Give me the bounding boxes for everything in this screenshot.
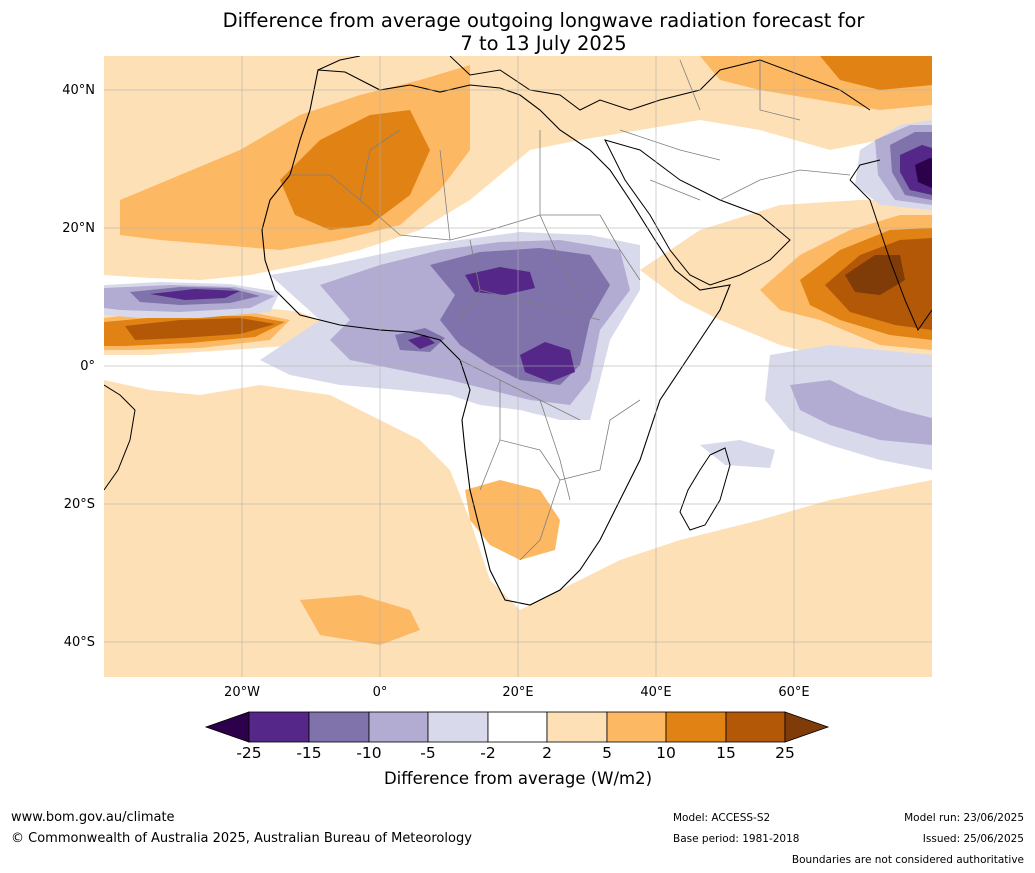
- colorbar-tick-label: -5: [420, 744, 436, 762]
- title-line-2: 7 to 13 July 2025: [460, 32, 627, 55]
- lon-label-0: 0°: [372, 685, 388, 700]
- map-area: [104, 56, 932, 677]
- africa-coastline: [261, 69, 731, 606]
- colorbar-segment-2: [308, 711, 370, 743]
- colorbar-segment-7: [606, 711, 667, 743]
- footer-copyright: © Commonwealth of Australia 2025, Austra…: [11, 831, 472, 846]
- colorbar-segment-3: [368, 711, 429, 743]
- lon-label-20w: 20°W: [224, 685, 260, 700]
- colorbar-segment-4: [427, 711, 489, 743]
- country-borders: [290, 59, 851, 561]
- footer-model: Model: ACCESS-S2: [673, 812, 771, 824]
- graticule: [104, 56, 932, 677]
- arabia-coastline: [604, 139, 791, 286]
- colorbar-tick-label: -2: [480, 744, 496, 762]
- lon-label-60e: 60°E: [778, 685, 810, 700]
- footer-issued: Issued: 25/06/2025: [922, 833, 1024, 845]
- colorbar-tick-label: 15: [716, 744, 736, 762]
- anomaly-region-brown-equator-band: [125, 318, 275, 340]
- colorbar-segment-8: [665, 711, 727, 743]
- india-coastline: [849, 159, 932, 332]
- anomaly-region-deep-purple-gulf-of-guinea: [408, 335, 435, 349]
- colorbar-tick-label: 10: [656, 744, 676, 762]
- south-america-coastline: [104, 384, 136, 491]
- colorbar-segment-1: [248, 711, 310, 743]
- lon-label-20e: 20°E: [502, 685, 534, 700]
- anomaly-region-purple-indian-ocean: [790, 380, 932, 445]
- footer-model-run: Model run: 23/06/2025: [904, 812, 1024, 824]
- anomaly-region-darkest-purple-arabia-north: [915, 158, 932, 188]
- lat-label-20s: 20°S: [63, 497, 95, 512]
- lat-label-20n: 20°N: [62, 221, 95, 236]
- madagascar-coastline: [679, 447, 731, 531]
- anomaly-region-orange-southern-africa: [465, 480, 560, 560]
- anomaly-region-orange-south-atlantic: [300, 595, 420, 645]
- colorbar: [204, 711, 830, 743]
- anomaly-region-deep-purple-central-africa-1: [465, 267, 535, 295]
- anomaly-region-lavender-madagascar: [700, 440, 775, 468]
- footer-disclaimer: Boundaries are not considered authoritat…: [791, 854, 1024, 866]
- anomaly-region-deep-purple-central-africa-2: [520, 342, 575, 382]
- title-line-1: Difference from average outgoing longwav…: [222, 9, 865, 32]
- colorbar-tick-label: 2: [542, 744, 552, 762]
- colorbar-max-extension: [784, 711, 830, 743]
- colorbar-tick-label: -15: [296, 744, 322, 762]
- lat-label-40s: 40°S: [63, 635, 95, 650]
- colorbar-title: Difference from average (W/m2): [383, 769, 653, 788]
- footer-base-period: Base period: 1981-2018: [673, 833, 800, 845]
- anomaly-region-darkest-brown-arabian: [845, 255, 905, 295]
- colorbar-tick-label: 25: [775, 744, 795, 762]
- anomaly-region-dark-orange-europe: [820, 56, 932, 90]
- anomaly-region-deep-purple-west-band: [150, 289, 240, 300]
- map-title: Difference from average outgoing longwav…: [0, 9, 1035, 55]
- europe-coastline: [317, 56, 871, 111]
- colorbar-segment-9: [725, 711, 786, 743]
- colorbar-segment-6: [546, 711, 608, 743]
- colorbar-tick-label: -10: [356, 744, 382, 762]
- colorbar-min-extension: [204, 711, 250, 743]
- colorbar-tick-label: -25: [236, 744, 262, 762]
- lat-label-0: 0°: [80, 359, 95, 374]
- lat-label-40n: 40°N: [62, 83, 95, 98]
- colorbar-tick-label: 5: [602, 744, 612, 762]
- colorbar-segment-5: [487, 711, 548, 743]
- lon-label-40e: 40°E: [640, 685, 672, 700]
- footer-website: www.bom.gov.au/climate: [11, 810, 175, 825]
- anomaly-region-dark-orange-sahara: [280, 110, 430, 230]
